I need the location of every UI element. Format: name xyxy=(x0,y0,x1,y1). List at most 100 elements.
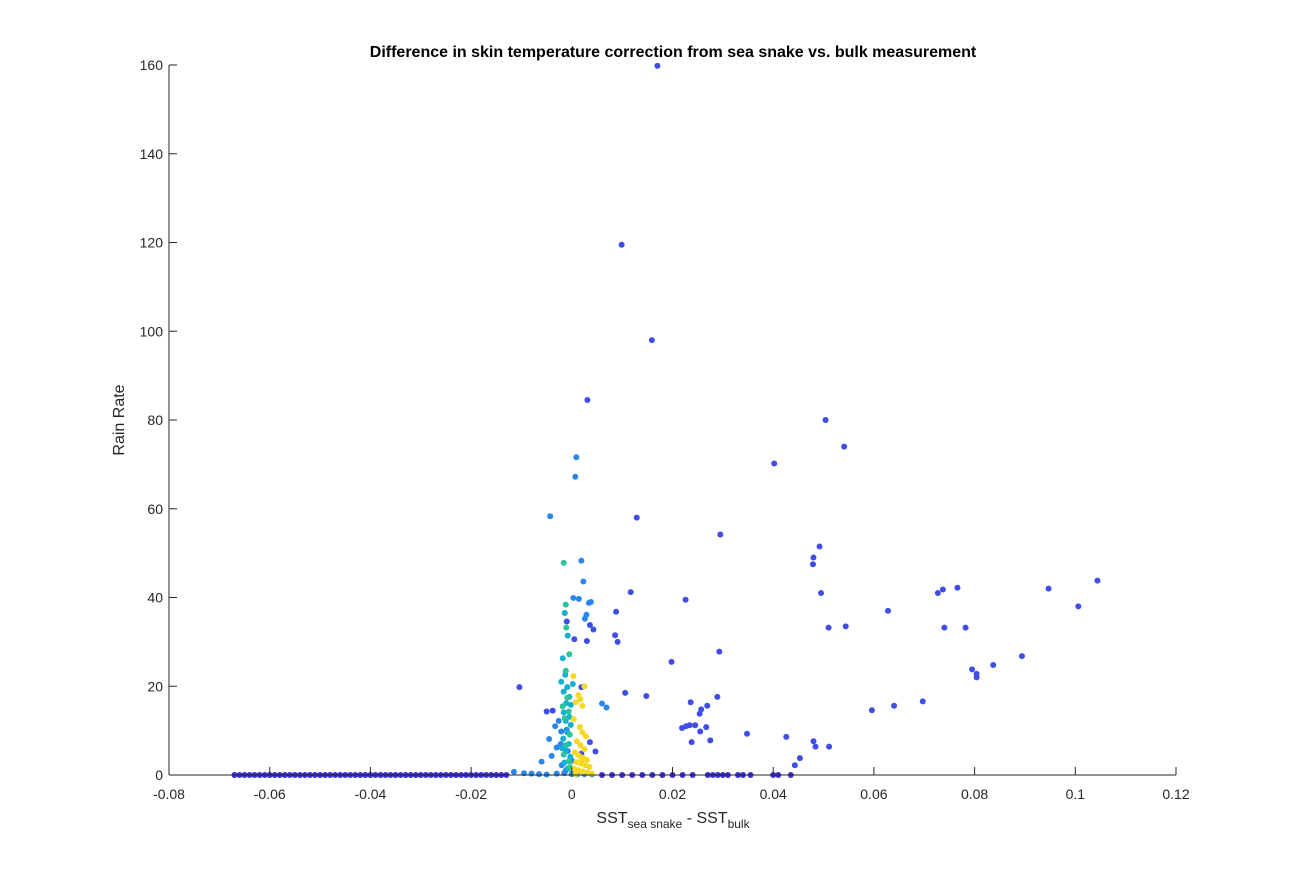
data-point xyxy=(581,746,588,753)
data-point xyxy=(578,757,585,764)
data-point xyxy=(552,723,559,730)
data-point xyxy=(571,636,578,643)
data-point xyxy=(783,733,790,740)
x-tick-label: -0.04 xyxy=(354,786,386,802)
data-point xyxy=(565,708,572,715)
x-axis-title-part: SST xyxy=(596,810,627,827)
data-point xyxy=(590,626,597,633)
data-point xyxy=(572,771,579,778)
data-point xyxy=(580,578,587,585)
y-tick-label: 120 xyxy=(140,235,164,251)
data-points xyxy=(231,62,1101,778)
data-point xyxy=(559,655,566,662)
data-point xyxy=(688,739,695,746)
data-point xyxy=(572,699,579,706)
data-point xyxy=(796,755,803,762)
data-point xyxy=(583,756,590,763)
data-point xyxy=(510,768,517,775)
data-point xyxy=(618,241,625,248)
data-point xyxy=(1018,653,1025,660)
data-point xyxy=(560,751,567,758)
data-point xyxy=(810,738,817,745)
data-point xyxy=(559,703,566,710)
data-point xyxy=(583,637,590,644)
data-point xyxy=(572,473,579,480)
data-point xyxy=(841,443,848,450)
data-point xyxy=(891,702,898,709)
data-point xyxy=(791,762,798,769)
data-point xyxy=(570,673,577,680)
data-point xyxy=(560,709,567,716)
x-tick-label: -0.02 xyxy=(455,786,487,802)
data-point xyxy=(553,744,560,751)
data-point xyxy=(592,748,599,755)
x-tick-label: 0.08 xyxy=(961,786,988,802)
data-point xyxy=(990,661,997,668)
data-point xyxy=(562,667,569,674)
data-point xyxy=(560,735,567,742)
data-point xyxy=(692,722,699,729)
data-point xyxy=(567,701,574,708)
data-point xyxy=(573,454,580,461)
data-point xyxy=(577,696,584,703)
data-point xyxy=(696,710,703,717)
data-point xyxy=(612,632,619,639)
data-point xyxy=(562,601,569,608)
data-point xyxy=(559,745,566,752)
data-point xyxy=(586,764,593,771)
data-point xyxy=(809,561,816,568)
data-point xyxy=(549,707,556,714)
data-point xyxy=(561,715,568,722)
data-point xyxy=(577,742,584,749)
data-point xyxy=(714,693,721,700)
data-point xyxy=(816,543,823,550)
data-point xyxy=(962,624,969,631)
data-point xyxy=(578,557,585,564)
y-tick-label: 60 xyxy=(147,501,163,517)
data-point xyxy=(573,738,580,745)
x-tick-label: 0.06 xyxy=(860,786,887,802)
data-point xyxy=(567,721,574,728)
data-point xyxy=(973,674,980,681)
data-point xyxy=(1045,585,1052,592)
data-point xyxy=(563,624,570,631)
data-point xyxy=(919,698,926,705)
data-point xyxy=(954,584,961,591)
y-tick-label: 140 xyxy=(140,146,164,162)
data-point xyxy=(633,514,640,521)
data-point xyxy=(566,713,573,720)
data-point xyxy=(563,741,570,748)
data-point xyxy=(826,743,833,750)
x-tick-label: 0 xyxy=(568,786,576,802)
data-point xyxy=(584,397,591,404)
y-tick-label: 160 xyxy=(140,57,164,73)
data-point xyxy=(969,666,976,673)
data-point xyxy=(627,589,634,596)
data-point xyxy=(1094,577,1101,584)
data-point xyxy=(603,704,610,711)
data-point xyxy=(812,743,819,750)
data-point xyxy=(564,632,571,639)
data-point xyxy=(547,513,554,520)
data-point xyxy=(586,622,593,629)
data-point xyxy=(582,733,589,740)
series-1 xyxy=(231,772,794,778)
y-axis-title: Rain Rate xyxy=(111,384,128,455)
data-point xyxy=(536,771,543,778)
data-point xyxy=(576,724,583,731)
data-point xyxy=(703,724,710,731)
series-0 xyxy=(516,62,1101,769)
data-point xyxy=(579,702,586,709)
x-axis-title-part: - SST xyxy=(682,810,728,827)
data-point xyxy=(614,638,621,645)
data-point xyxy=(825,624,832,631)
data-point xyxy=(528,770,535,777)
data-point xyxy=(588,770,595,777)
chart-title: Difference in skin temperature correctio… xyxy=(370,44,977,61)
data-point xyxy=(668,658,675,665)
data-point xyxy=(648,337,655,344)
data-point xyxy=(564,684,571,691)
data-point xyxy=(586,739,593,746)
data-point xyxy=(941,624,948,631)
